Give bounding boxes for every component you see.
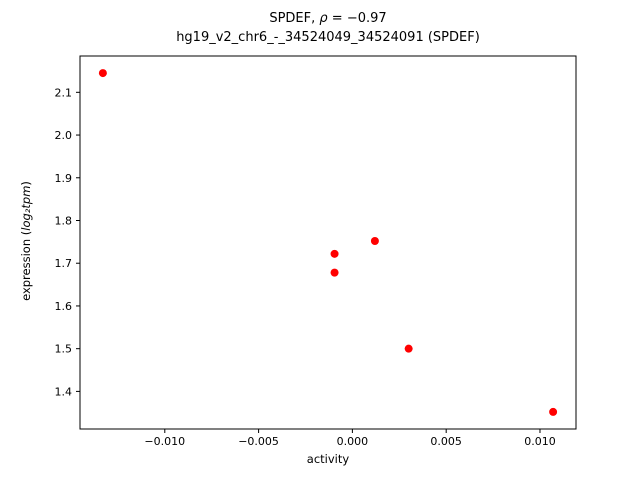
x-tick-label: −0.010 [144,435,185,448]
y-axis-label-prefix: expression ( [19,230,33,301]
chart-title: SPDEF, ρ = −0.97 [80,11,576,27]
scatter-point [549,407,558,416]
y-tick-label: 1.6 [55,300,73,313]
y-tick-label: 1.5 [55,343,73,356]
y-tick-label: 1.7 [55,257,73,270]
scatter-point [98,69,107,78]
chart-title-prefix: SPDEF, [269,11,320,26]
rho-symbol: ρ [319,11,328,26]
y-tick-label: 1.4 [55,385,73,398]
scatter-point [330,268,339,277]
y-axis-label: expression (log₂tpm) [19,91,37,391]
x-tick-label: 0.005 [430,435,462,448]
x-tick-label: 0.000 [337,435,369,448]
scatter-point [404,344,413,353]
y-tick-label: 1.8 [55,214,73,227]
x-axis-label: activity [306,452,350,466]
axes-frame [79,55,577,430]
y-tick-label: 2.0 [55,129,73,142]
x-tick-label: −0.005 [238,435,279,448]
chart-subtitle: hg19_v2_chr6_-_34524049_34524091 (SPDEF) [176,30,480,45]
x-tick-label: 0.010 [524,435,556,448]
y-tick-label: 1.9 [55,172,73,185]
y-tick-label: 2.1 [55,86,73,99]
y-axis-label-math: log₂tpm [19,185,33,231]
scatter-point [370,237,379,246]
y-axis-label-suffix: ) [19,181,33,186]
chart-title-suffix: = −0.97 [327,11,387,26]
scatter-point [330,249,339,258]
